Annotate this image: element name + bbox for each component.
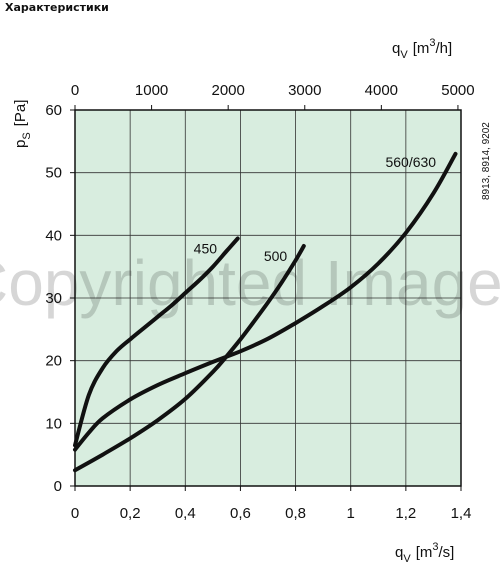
watermark: Copyrighted Image — [0, 247, 500, 319]
x-tick-label: 0,6 — [230, 505, 251, 522]
curve-450 — [73, 236, 240, 448]
y-tick-label: 10 — [45, 415, 62, 432]
curve-label-450: 450 — [194, 240, 218, 256]
y-tick-label: 60 — [45, 102, 62, 119]
plot-frame — [74, 109, 462, 487]
x-tick-label: 1 — [347, 505, 355, 522]
x2-tick-label: 2000 — [211, 82, 244, 99]
x2-tick-label: 1000 — [135, 82, 168, 99]
x-tick-label: 0,2 — [120, 505, 141, 522]
curve-labels: 450 500 560/630 — [194, 154, 437, 264]
y-tick-label: 30 — [45, 290, 62, 307]
model-codes: 8913, 8914, 9202 — [481, 122, 492, 200]
x2-tick-label: 0 — [71, 82, 79, 99]
bottom-axis-title: qV [m3/s] — [395, 541, 454, 565]
curve-560-630 — [73, 151, 458, 452]
curves — [73, 151, 458, 473]
x-tick-label: 1,2 — [395, 505, 416, 522]
x-tick-label: 0 — [71, 505, 79, 522]
y-tick-label: 50 — [45, 165, 62, 182]
y-tick-label: 0 — [54, 478, 62, 495]
x2-tick-label: 5000 — [441, 82, 474, 99]
x2-tick-label: 4000 — [365, 82, 398, 99]
y-tick-label: 20 — [45, 353, 62, 370]
page-heading: Характеристики — [5, 1, 109, 14]
y-tick-label: 40 — [45, 227, 62, 244]
y-axis-title: pS[Pa] — [12, 100, 33, 148]
x-tick-label: 0,8 — [285, 505, 306, 522]
curve-label-500: 500 — [264, 248, 288, 264]
x-tick-label: 0,4 — [175, 505, 196, 522]
x-tick-label: 1,4 — [451, 505, 472, 522]
curve-label-560-630: 560/630 — [385, 154, 436, 170]
tick-labels: 0 0,2 0,4 0,6 0,8 1 1,2 1,40 1000 2000 3000 4000 500… — [45, 82, 474, 522]
top-axis-title: qV [m3/h] — [392, 37, 452, 61]
x2-tick-label: 3000 — [288, 82, 321, 99]
